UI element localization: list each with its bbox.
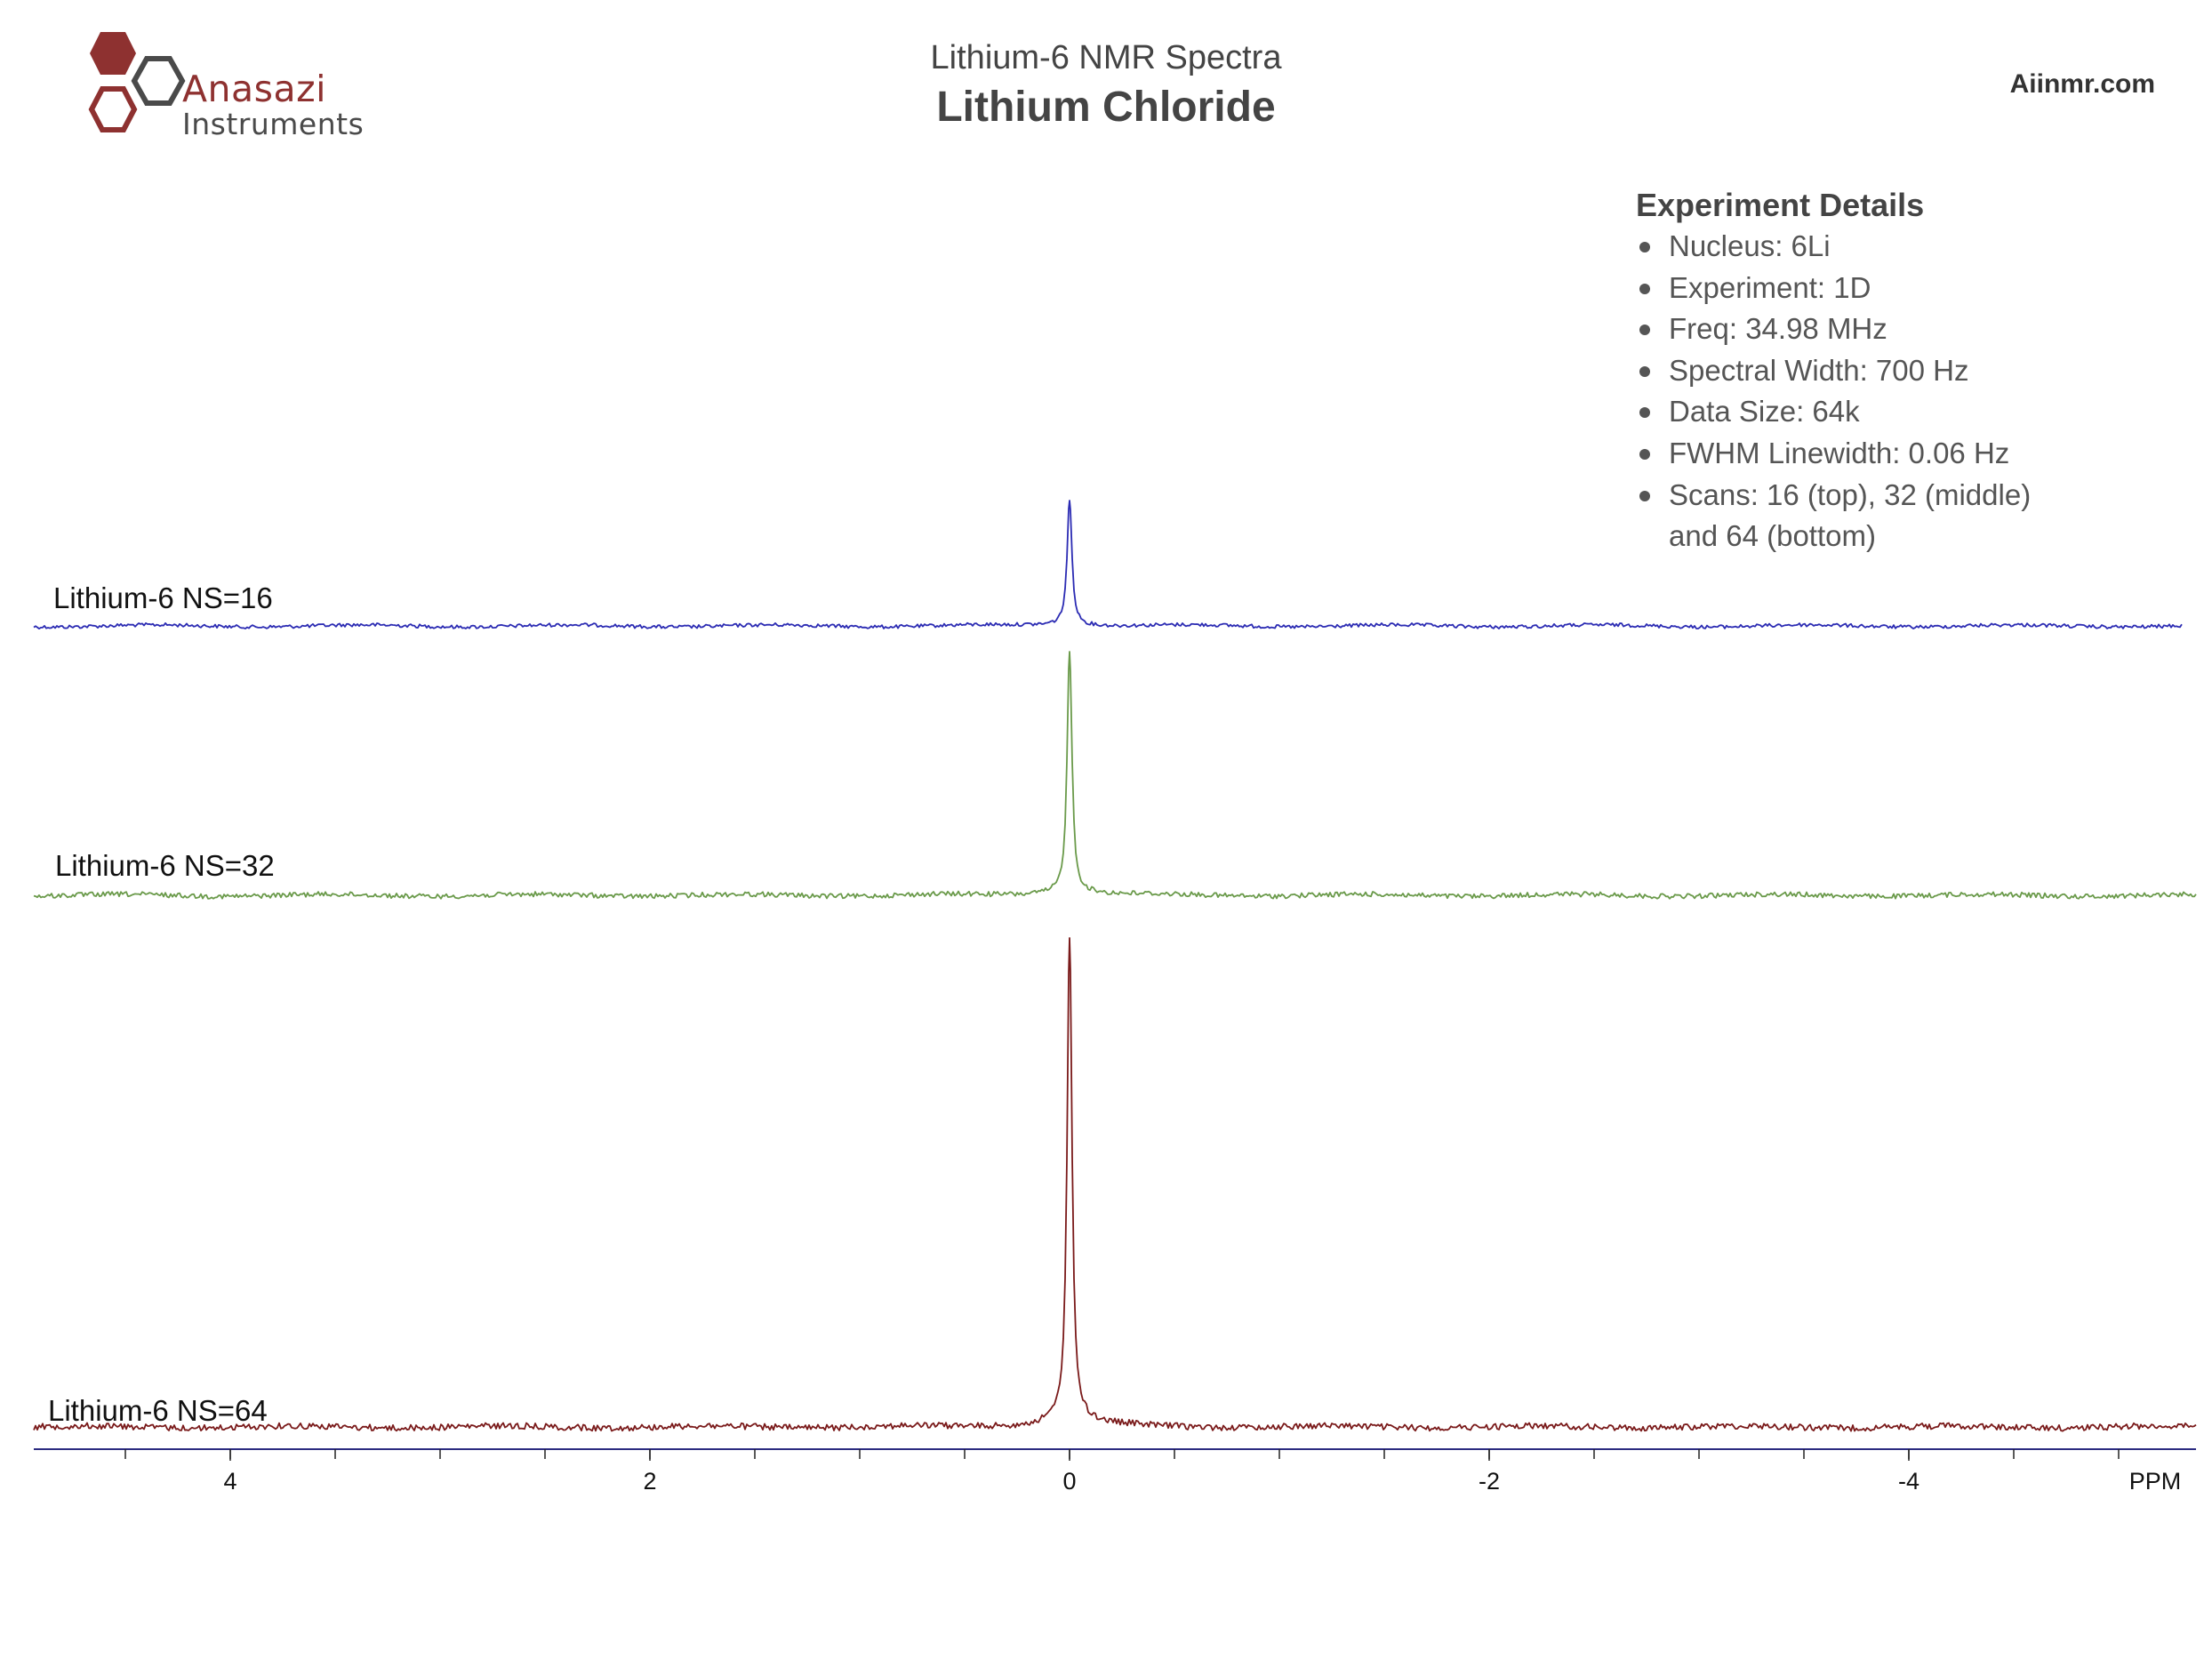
detail-item-freq: Freq: 34.98 MHz	[1636, 309, 2169, 350]
trace-label-3: Lithium-6 NS=64	[48, 1394, 268, 1427]
logo-word-instruments: Instruments	[182, 107, 365, 141]
detail-item-experiment: Experiment: 1D	[1636, 268, 2169, 309]
trace-label-2: Lithium-6 NS=32	[55, 849, 275, 882]
hexagon-logo-icon	[88, 32, 186, 132]
site-label[interactable]: Aiinmr.com	[2009, 69, 2155, 99]
detail-item-spectral-width: Spectral Width: 700 Hz	[1636, 350, 2169, 392]
trace-group-3: Lithium-6 NS=64	[33, 937, 2197, 1432]
detail-item-scans: Scans: 16 (top), 32 (middle)	[1636, 475, 2169, 517]
spectrum-trace-1	[33, 500, 2183, 629]
logo-hexagon-outline-red	[88, 86, 138, 132]
chart-subtitle: Lithium-6 NMR Spectra	[930, 39, 1282, 76]
trace-group-2: Lithium-6 NS=32	[33, 651, 2197, 900]
detail-item-nucleus: Nucleus: 6Li	[1636, 226, 2169, 268]
spectrum-trace-2	[33, 651, 2197, 900]
chart-header: Lithium-6 NMR Spectra Lithium Chloride	[0, 37, 2212, 133]
x-tick-label: -4	[1898, 1468, 1919, 1495]
trace-label-1: Lithium-6 NS=16	[53, 581, 273, 614]
x-axis-unit-label: PPM	[2129, 1468, 2182, 1495]
x-tick-label: -2	[1479, 1468, 1500, 1495]
x-tick-label: 2	[643, 1468, 656, 1495]
trace-group-1: Lithium-6 NS=16	[33, 500, 2183, 629]
anasazi-logo: Anasazi Instruments	[84, 25, 369, 145]
logo-hexagon-filled	[90, 32, 136, 75]
detail-item-data-size: Data Size: 64k	[1636, 391, 2169, 433]
x-tick-label: 0	[1062, 1468, 1076, 1495]
chart-title: Lithium Chloride	[936, 84, 1276, 131]
logo-hexagon-outline-gray	[131, 56, 186, 106]
experiment-details-heading: Experiment Details	[1636, 187, 1925, 223]
experiment-details: Experiment Details Nucleus: 6Li Experime…	[1636, 185, 2169, 557]
logo-word-anasazi: Anasazi	[182, 68, 327, 110]
x-tick-label: 4	[223, 1468, 236, 1495]
detail-item-scans-continued: and 64 (bottom)	[1669, 519, 1876, 553]
experiment-details-list: Nucleus: 6Li Experiment: 1D Freq: 34.98 …	[1636, 226, 2169, 557]
spectrum-trace-3	[33, 937, 2197, 1432]
detail-item-linewidth: FWHM Linewidth: 0.06 Hz	[1636, 433, 2169, 475]
